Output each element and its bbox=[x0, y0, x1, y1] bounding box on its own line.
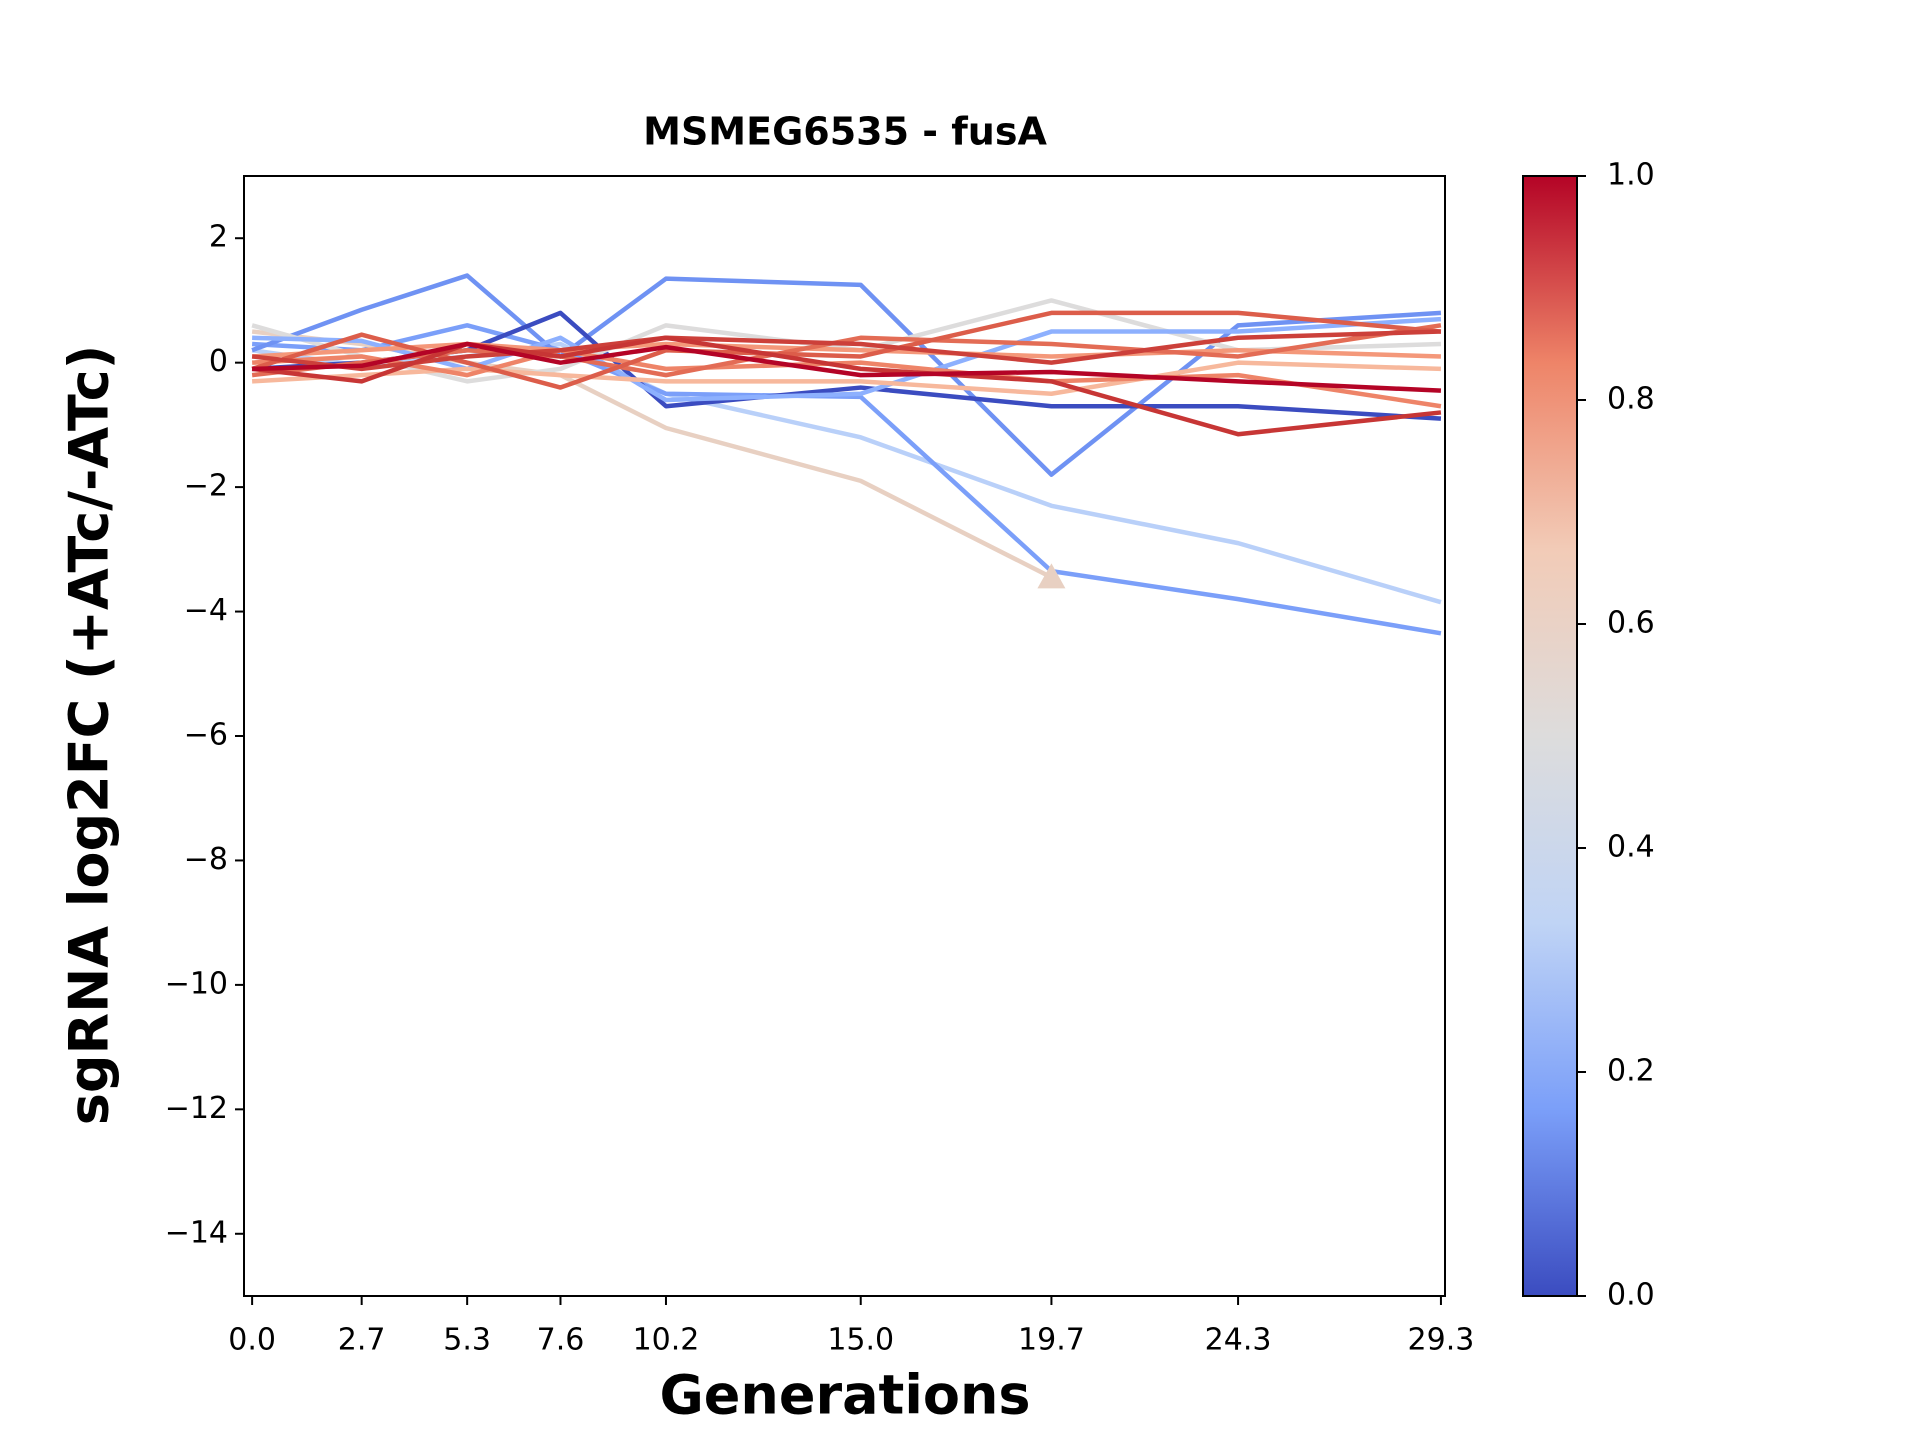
series-line bbox=[251, 360, 1442, 397]
chart-title: MSMEG6535 - fusA bbox=[643, 110, 1047, 154]
y-tick-label: 0 bbox=[209, 344, 228, 379]
x-axis-label: Generations bbox=[659, 1364, 1030, 1427]
series-line bbox=[251, 335, 1442, 437]
series-line bbox=[252, 341, 1442, 393]
colorbar-tick-label: 0.0 bbox=[1607, 1278, 1655, 1313]
y-tick-label: −4 bbox=[184, 593, 228, 628]
x-tick-label: 29.3 bbox=[1408, 1323, 1475, 1358]
x-tick-label: 10.2 bbox=[633, 1323, 700, 1358]
x-tick-label: 0.0 bbox=[228, 1323, 276, 1358]
x-tick-label: 5.3 bbox=[443, 1323, 491, 1358]
x-tick-label: 7.6 bbox=[537, 1323, 585, 1358]
y-axis-label: sgRNA log2FC (+ATc/-ATc) bbox=[58, 345, 121, 1126]
x-tick-label: 24.3 bbox=[1205, 1323, 1272, 1358]
y-tick-label: −6 bbox=[184, 718, 228, 753]
y-tick-label: −14 bbox=[165, 1215, 228, 1250]
y-tick-label: −8 bbox=[184, 842, 228, 877]
colorbar-tick-label: 0.4 bbox=[1607, 830, 1655, 865]
plot-lines bbox=[251, 273, 1442, 636]
y-tick-label: −12 bbox=[165, 1091, 228, 1126]
x-tick-label: 2.7 bbox=[338, 1323, 386, 1358]
y-tick-label: 2 bbox=[209, 220, 228, 255]
y-tick-label: −10 bbox=[165, 966, 228, 1001]
y-tick-label: −2 bbox=[184, 469, 228, 504]
series-line bbox=[251, 310, 1442, 390]
x-tick-label: 15.0 bbox=[827, 1323, 894, 1358]
colorbar bbox=[1522, 175, 1578, 1297]
colorbar-tick-label: 0.8 bbox=[1607, 382, 1655, 417]
series-marker bbox=[1037, 563, 1066, 589]
colorbar-tick-label: 0.6 bbox=[1607, 606, 1655, 641]
colorbar-tick-label: 1.0 bbox=[1607, 158, 1655, 193]
colorbar-tick-label: 0.2 bbox=[1607, 1054, 1655, 1089]
x-tick-label: 19.7 bbox=[1018, 1323, 1085, 1358]
plot-frame bbox=[243, 175, 1446, 1297]
